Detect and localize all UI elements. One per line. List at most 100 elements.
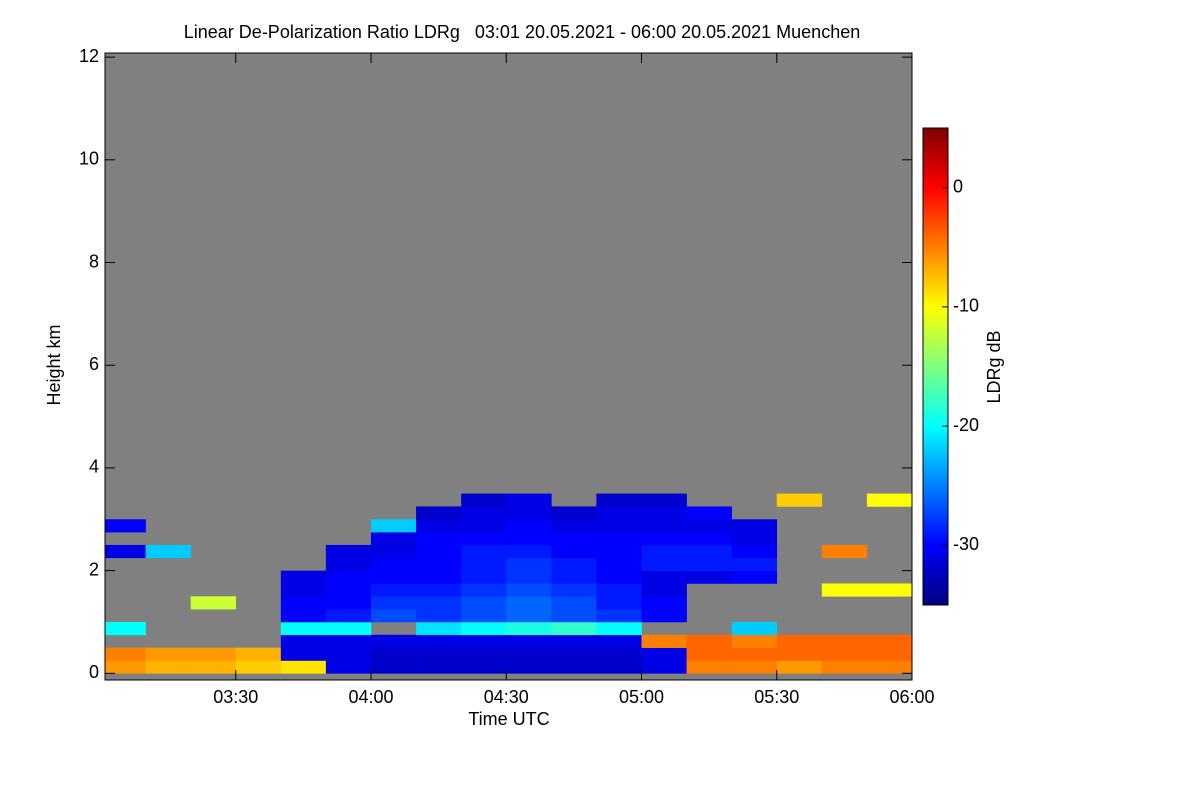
heatmap-cell <box>686 634 732 648</box>
heatmap-cell <box>416 557 462 571</box>
heatmap-cell <box>280 583 327 597</box>
heatmap-cell <box>551 532 597 546</box>
heatmap-cell <box>551 634 597 648</box>
heatmap-cell <box>416 570 462 584</box>
y-tick-label: 8 <box>89 251 99 271</box>
heatmap-cell <box>641 647 687 661</box>
x-tick-label: 05:30 <box>754 687 799 707</box>
heatmap-cell <box>686 532 732 546</box>
heatmap-cell <box>370 647 417 661</box>
heatmap-cell <box>416 596 462 610</box>
heatmap-cell <box>325 634 372 648</box>
heatmap-cell <box>776 647 823 661</box>
heatmap-cell <box>105 647 146 661</box>
heatmap-cell <box>686 660 732 674</box>
heatmap-cell <box>370 532 417 546</box>
heatmap-cell <box>461 519 507 533</box>
heatmap-cell <box>551 544 597 559</box>
heatmap-cell <box>551 621 597 636</box>
plot-frame <box>104 52 913 681</box>
heatmap-cell <box>280 634 327 648</box>
heatmap-cell <box>370 609 417 623</box>
heatmap-cell <box>686 519 732 533</box>
y-tick-label: 0 <box>89 662 99 682</box>
y-tick-label: 4 <box>89 457 99 477</box>
heatmap-cell <box>370 660 417 674</box>
heatmap-cell <box>551 519 597 533</box>
heatmap-cell <box>145 647 191 661</box>
heatmap-cell <box>821 634 868 648</box>
heatmap-cell <box>506 621 552 636</box>
heatmap-cell <box>235 660 282 674</box>
heatmap-cell <box>506 557 552 571</box>
heatmap-cell <box>280 570 327 584</box>
heatmap-cell <box>280 660 327 674</box>
heatmap-cell <box>551 660 597 674</box>
heatmap-cell <box>776 493 823 507</box>
heatmap-cell <box>416 519 462 533</box>
heatmap-cell <box>506 583 552 597</box>
heatmap-cell <box>776 660 823 674</box>
heatmap-cell <box>641 544 687 559</box>
heatmap-cell <box>596 570 642 584</box>
heatmap-cell <box>686 544 732 559</box>
heatmap-cell <box>551 583 597 597</box>
heatmap-cell <box>596 634 642 648</box>
x-tick-label: 03:30 <box>213 687 258 707</box>
heatmap-cell <box>866 583 913 597</box>
heatmap-cell <box>866 660 913 674</box>
heatmap-cell <box>596 493 642 507</box>
heatmap-cell <box>506 493 552 507</box>
heatmap-cell <box>686 506 732 520</box>
heatmap-cell <box>325 557 372 571</box>
heatmap-cell <box>641 609 687 623</box>
y-axis-label: Height km <box>44 324 64 405</box>
heatmap-cell <box>145 544 191 559</box>
heatmap-cell <box>551 647 597 661</box>
heatmap-cell <box>596 609 642 623</box>
heatmap-cell <box>731 532 778 546</box>
heatmap-cell <box>641 532 687 546</box>
heatmap-cell <box>105 544 146 559</box>
heatmap-cell <box>506 634 552 648</box>
heatmap-cell <box>461 544 507 559</box>
heatmap-cell <box>596 583 642 597</box>
heatmap-cell <box>325 583 372 597</box>
heatmap-cell <box>731 634 778 648</box>
heatmap-cell <box>641 660 687 674</box>
heatmap-cell <box>370 596 417 610</box>
heatmap-cell <box>731 660 778 674</box>
y-tick-label: 10 <box>79 149 99 169</box>
heatmap-cell <box>551 570 597 584</box>
heatmap-cell <box>821 583 868 597</box>
colorbar-tick-label: -20 <box>953 415 979 435</box>
heatmap-cell <box>641 583 687 597</box>
x-tick-label: 06:00 <box>889 687 934 707</box>
heatmap-cell <box>641 634 687 648</box>
heatmap-cell <box>416 634 462 648</box>
heatmap-cell <box>506 570 552 584</box>
heatmap-cell <box>641 493 687 507</box>
heatmap-cell <box>731 557 778 571</box>
heatmap-cell <box>105 519 146 533</box>
heatmap-cell <box>506 506 552 520</box>
heatmap-cell <box>776 634 823 648</box>
heatmap-cell <box>370 557 417 571</box>
heatmap-cell <box>596 596 642 610</box>
heatmap-cell <box>416 532 462 546</box>
heatmap-cell <box>280 596 327 610</box>
heatmap-cell <box>370 544 417 559</box>
heatmap-cell <box>866 493 913 507</box>
heatmap-cell <box>325 660 372 674</box>
heatmap-cell <box>461 493 507 507</box>
heatmap-cell <box>190 596 237 610</box>
colorbar <box>922 127 949 606</box>
heatmap-cell <box>821 647 868 661</box>
heatmap-cell <box>596 519 642 533</box>
heatmap-cell <box>596 660 642 674</box>
heatmap-cell <box>461 532 507 546</box>
heatmap-cell <box>506 544 552 559</box>
heatmap-cell <box>370 583 417 597</box>
heatmap-cell <box>866 634 913 648</box>
